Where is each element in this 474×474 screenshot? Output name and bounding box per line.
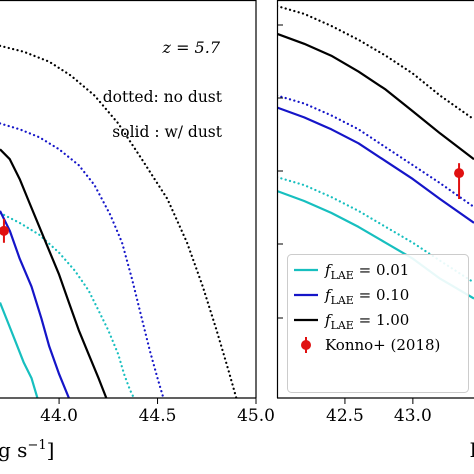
- left-cyan-dotted-line: [0, 211, 135, 398]
- legend: fLAE = 0.01 fLAE = 0.10 fLAE = 1.00 Konno+ …: [287, 254, 469, 393]
- left-x-ticks: 44.0 44.5 45.0: [40, 398, 275, 426]
- left-points-group: [0, 218, 9, 243]
- left-x-tick-label: 45.0: [237, 406, 275, 426]
- left-x-tick-label: 44.5: [139, 406, 177, 426]
- right-black-solid-line: [277, 32, 474, 161]
- left-cyan-solid-line: [0, 302, 39, 398]
- left-series-group: [0, 44, 238, 398]
- right-black-dotted-line: [277, 4, 474, 121]
- redshift-annotation: z = 5.7: [162, 38, 221, 57]
- left-blue-dotted-line: [0, 122, 165, 398]
- right-x-axis-label: l: [470, 438, 474, 462]
- left-panel: 44.0 44.5 45.0 z = 5.7 dotted: no dust sol…: [0, 0, 275, 462]
- right-points-group: [454, 163, 465, 199]
- solid-annotation: solid : w/ dust: [112, 123, 222, 141]
- right-x-ticks: 42.5 43.0: [326, 398, 432, 426]
- xlabel-superscript: −1: [27, 438, 46, 453]
- right-y-ticks: [277, 24, 283, 319]
- right-series-group: [277, 4, 474, 300]
- left-data-point: [0, 225, 9, 236]
- left-blue-solid-line: [0, 210, 70, 398]
- left-black-solid-line: [0, 148, 108, 398]
- xlabel-bracket: ]: [47, 438, 55, 462]
- right-data-point: [454, 168, 465, 179]
- left-black-dotted-line: [0, 44, 238, 398]
- left-x-tick-label: 44.0: [40, 406, 78, 426]
- right-x-tick-label: 43.0: [394, 406, 432, 426]
- right-blue-dotted-line: [277, 94, 474, 209]
- right-cyan-dotted-line: [277, 176, 474, 284]
- legend-label: fLAE = 0.01: [324, 261, 409, 282]
- legend-label: Konno+ (2018): [325, 336, 440, 354]
- right-x-tick-label: 42.5: [326, 406, 364, 426]
- left-x-axis-label: g s−1]: [0, 438, 54, 462]
- legend-point-marker: [301, 340, 311, 350]
- legend-label: fLAE = 0.10: [324, 286, 409, 307]
- right-blue-solid-line: [277, 106, 474, 224]
- legend-box: [287, 254, 469, 393]
- legend-entries: fLAE = 0.01 fLAE = 0.10 fLAE = 1.00 Konno+ …: [294, 261, 440, 354]
- legend-label: fLAE = 1.00: [324, 311, 409, 332]
- xlabel-fragment: g s: [0, 438, 27, 462]
- dotted-annotation: dotted: no dust: [103, 88, 223, 106]
